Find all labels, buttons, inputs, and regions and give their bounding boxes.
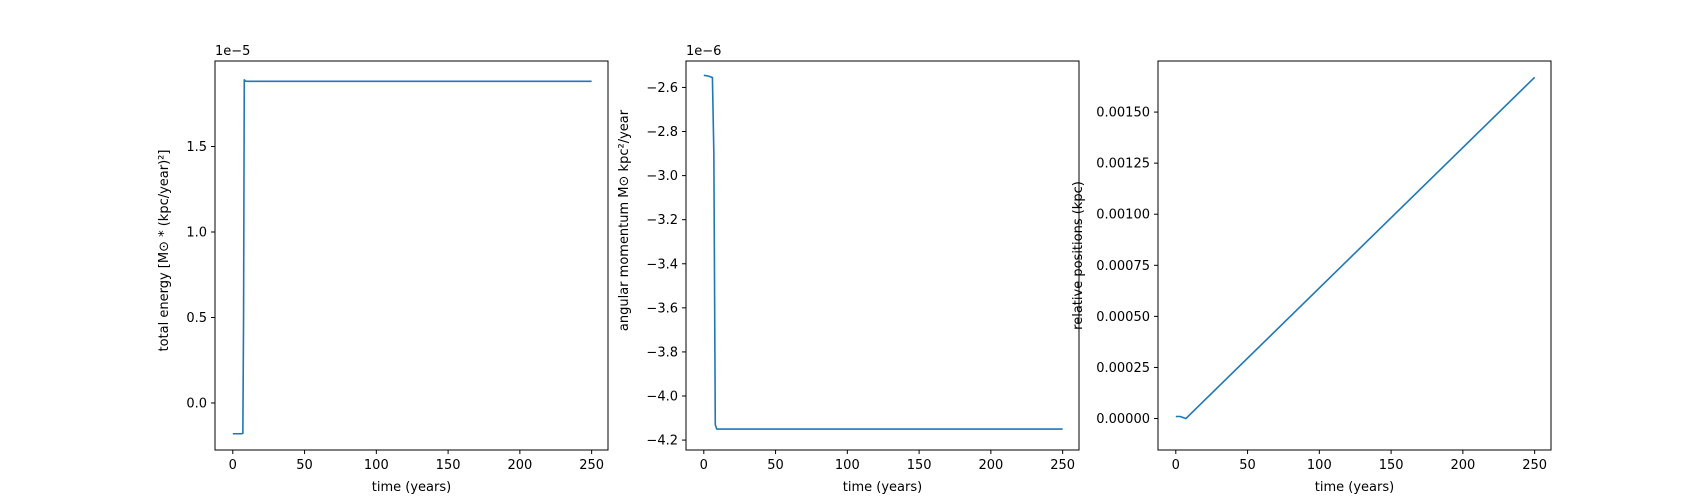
x-axis-label: time (years) xyxy=(372,480,451,495)
x-tick-label: 50 xyxy=(767,458,784,473)
y-tick-label: −3.0 xyxy=(646,169,678,184)
y-offset-label: 1e−5 xyxy=(215,44,250,59)
x-tick-label: 250 xyxy=(579,458,604,473)
y-axis-label: total energy [M⊙ * (kpc/year)²] xyxy=(157,150,172,352)
series-line xyxy=(232,79,592,435)
x-tick-label: 0 xyxy=(229,458,237,473)
y-tick-label: −4.2 xyxy=(646,434,678,449)
x-tick-label: 150 xyxy=(1379,458,1404,473)
x-axis-label: time (years) xyxy=(843,480,922,495)
axes-frame xyxy=(685,60,1080,451)
x-tick-label: 200 xyxy=(978,458,1003,473)
x-tick-label: 150 xyxy=(436,458,461,473)
chart-panel-2: 0 50 100 150 200 250 −2.6 −2.8 −3.0 −3.2 −3.4 −3.6 −… xyxy=(617,44,1080,495)
y-tick-label: 0.00025 xyxy=(1096,361,1150,376)
axes-frame xyxy=(214,60,609,451)
y-tick-label: 0.00000 xyxy=(1096,412,1150,427)
y-tick-label: −3.2 xyxy=(646,213,678,228)
x-tick-label: 250 xyxy=(1522,458,1547,473)
x-tick-label: 150 xyxy=(907,458,932,473)
x-tick-label: 50 xyxy=(1239,458,1256,473)
x-tick-label: 50 xyxy=(296,458,313,473)
y-axis-label: angular momentum M⊙ kpc²/year xyxy=(617,109,632,331)
y-tick-label: 0.00075 xyxy=(1096,259,1150,274)
y-tick-label: −3.6 xyxy=(646,301,678,316)
y-tick-label: 0.00050 xyxy=(1096,310,1150,325)
chart-panel-1: 0 50 100 150 200 250 0.0 0.5 1.0 1.5 1e−5 time (yea… xyxy=(157,44,609,495)
x-tick-label: 100 xyxy=(835,458,860,473)
x-tick-label: 200 xyxy=(507,458,532,473)
chart-panel-3: 0 50 100 150 200 250 0.00000 0.00025 0.00050 0.00… xyxy=(1071,60,1552,495)
series-line xyxy=(1175,76,1536,420)
y-tick-label: −3.4 xyxy=(646,257,678,272)
y-offset-label: 1e−6 xyxy=(686,44,721,59)
x-tick-label: 200 xyxy=(1450,458,1475,473)
y-tick-label: 0.00100 xyxy=(1096,208,1150,223)
axes-frame xyxy=(1157,60,1552,451)
x-axis-label: time (years) xyxy=(1315,480,1394,495)
y-tick-label: −4.0 xyxy=(646,390,678,405)
x-tick-label: 0 xyxy=(700,458,708,473)
x-tick-label: 250 xyxy=(1050,458,1075,473)
y-tick-label: 1.0 xyxy=(186,225,207,240)
y-axis-label: relative positions (kpc) xyxy=(1071,181,1086,330)
y-tick-label: 1.5 xyxy=(186,140,207,155)
series-line xyxy=(703,74,1063,430)
y-tick-label: 0.00125 xyxy=(1096,157,1150,172)
y-tick-label: −2.6 xyxy=(646,81,678,96)
y-tick-label: 0.00150 xyxy=(1096,106,1150,121)
x-tick-label: 100 xyxy=(364,458,389,473)
y-tick-label: 0.5 xyxy=(186,311,207,326)
y-tick-label: 0.0 xyxy=(186,396,207,411)
x-tick-label: 100 xyxy=(1307,458,1332,473)
x-tick-label: 0 xyxy=(1172,458,1180,473)
y-tick-label: −3.8 xyxy=(646,345,678,360)
y-tick-label: −2.8 xyxy=(646,125,678,140)
